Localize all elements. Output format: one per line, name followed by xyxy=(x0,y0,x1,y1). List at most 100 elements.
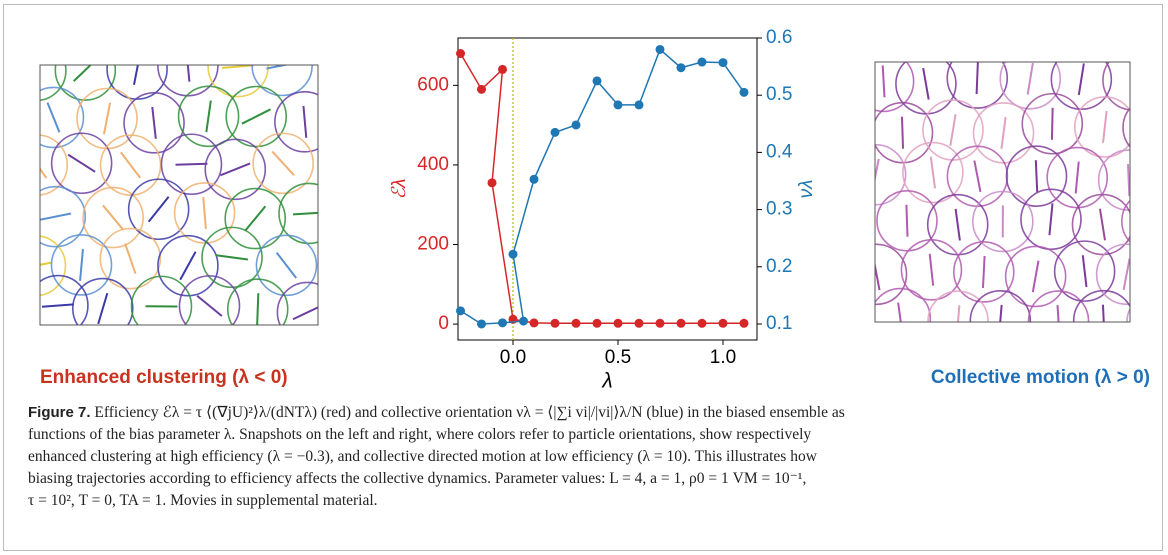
data-point xyxy=(676,63,686,73)
particle-arrow xyxy=(1056,305,1060,322)
series-line xyxy=(460,48,745,325)
x-axis-label: λ xyxy=(601,370,612,393)
particle-arrow xyxy=(186,65,191,82)
particle-arrow xyxy=(222,65,255,69)
data-point xyxy=(655,318,665,328)
data-point xyxy=(697,318,707,328)
data-point xyxy=(508,249,518,259)
particle-arrow xyxy=(928,253,935,286)
particle xyxy=(1027,290,1090,322)
particle-arrow xyxy=(102,204,125,231)
data-point xyxy=(529,318,539,328)
caption-line: τ = 10², T = 0, TA = 1. Movies in supple… xyxy=(28,490,1148,512)
particle-arrow xyxy=(956,305,961,322)
particle-arrow xyxy=(205,100,212,133)
y-tick-label: 0 xyxy=(438,313,449,334)
particle-arrow xyxy=(216,254,249,261)
particle xyxy=(157,234,219,297)
particle-arrow xyxy=(1122,258,1130,291)
particle xyxy=(224,187,287,250)
particle-arrow xyxy=(981,255,986,288)
particle-arrow xyxy=(905,204,909,237)
particle xyxy=(876,189,938,252)
particle xyxy=(50,234,113,296)
caption-text: biasing trajectories according to effici… xyxy=(28,470,807,487)
caption-line: Figure 7. Efficiency ℰλ = τ ⟨(∇jU)²⟩λ/(d… xyxy=(28,402,1148,424)
particle xyxy=(204,138,267,201)
particle-arrow xyxy=(1026,62,1034,95)
particle-arrow xyxy=(275,252,298,279)
particle xyxy=(255,234,318,297)
particle xyxy=(71,277,134,325)
particle-arrow xyxy=(120,151,142,179)
particle xyxy=(40,65,67,102)
particle xyxy=(160,133,223,196)
particle xyxy=(875,287,932,322)
particle-arrow xyxy=(949,114,957,146)
particle xyxy=(952,241,1015,303)
x-tick-label: 0.0 xyxy=(500,347,526,368)
data-point xyxy=(634,100,644,110)
particle-arrow xyxy=(900,116,905,149)
particle xyxy=(999,62,1062,110)
particle-arrow xyxy=(1031,260,1040,293)
particle-arrow xyxy=(196,294,223,317)
data-point xyxy=(592,76,602,86)
particle-arrow xyxy=(1152,112,1155,144)
caption: Figure 7. Efficiency ℰλ = τ ⟨(∇jU)²⟩λ/(d… xyxy=(28,402,1148,512)
particle-arrow xyxy=(73,65,93,82)
particle-arrow xyxy=(922,67,930,100)
particle xyxy=(276,281,318,325)
data-point xyxy=(550,318,560,328)
x-tick-label: 1.0 xyxy=(710,347,736,368)
particle xyxy=(969,290,1032,322)
data-point xyxy=(550,127,560,137)
particle xyxy=(40,274,89,325)
particle-arrow xyxy=(241,108,271,125)
data-point xyxy=(529,174,539,184)
particle xyxy=(278,182,318,245)
particle-arrow xyxy=(40,212,72,221)
data-point xyxy=(477,84,487,94)
snapshot-left xyxy=(40,65,318,325)
data-point xyxy=(571,318,581,328)
data-point xyxy=(571,120,581,130)
data-point xyxy=(718,318,728,328)
particle-arrow xyxy=(133,65,139,86)
y2-tick-label: 0.2 xyxy=(766,256,792,277)
particle-arrow xyxy=(202,196,207,229)
data-point xyxy=(487,178,497,188)
particle-arrow xyxy=(271,150,295,176)
caption-line: biasing trajectories according to effici… xyxy=(28,468,1148,490)
particle-arrow xyxy=(175,162,208,166)
particle xyxy=(127,178,190,241)
particle xyxy=(1005,145,1068,207)
figure-frame xyxy=(3,4,1163,551)
particle-arrow xyxy=(124,243,137,275)
particle xyxy=(1072,289,1130,322)
particle xyxy=(1020,188,1082,251)
particle-arrow xyxy=(292,211,318,216)
snapshot-border xyxy=(874,61,1131,323)
particle xyxy=(123,92,185,154)
particle-arrow xyxy=(151,106,157,139)
particle xyxy=(177,85,240,148)
particle xyxy=(1095,243,1130,306)
data-point xyxy=(718,58,728,68)
data-point xyxy=(739,318,749,328)
particle-arrow xyxy=(1101,304,1105,322)
particle xyxy=(902,141,964,204)
particle-arrow xyxy=(147,196,170,223)
particle-arrow xyxy=(875,260,881,291)
data-point xyxy=(613,318,623,328)
particle-arrow xyxy=(875,158,880,183)
panel-label: Enhanced clustering (λ < 0) xyxy=(40,367,288,388)
snapshot-right xyxy=(875,62,1155,322)
data-point xyxy=(592,318,602,328)
y-axis-label: ℰλ xyxy=(389,179,410,200)
panel-label: Collective motion (λ > 0) xyxy=(931,367,1150,388)
particle xyxy=(274,91,318,153)
particle xyxy=(1004,245,1067,308)
particle-arrow xyxy=(929,156,937,189)
particle xyxy=(900,238,963,301)
